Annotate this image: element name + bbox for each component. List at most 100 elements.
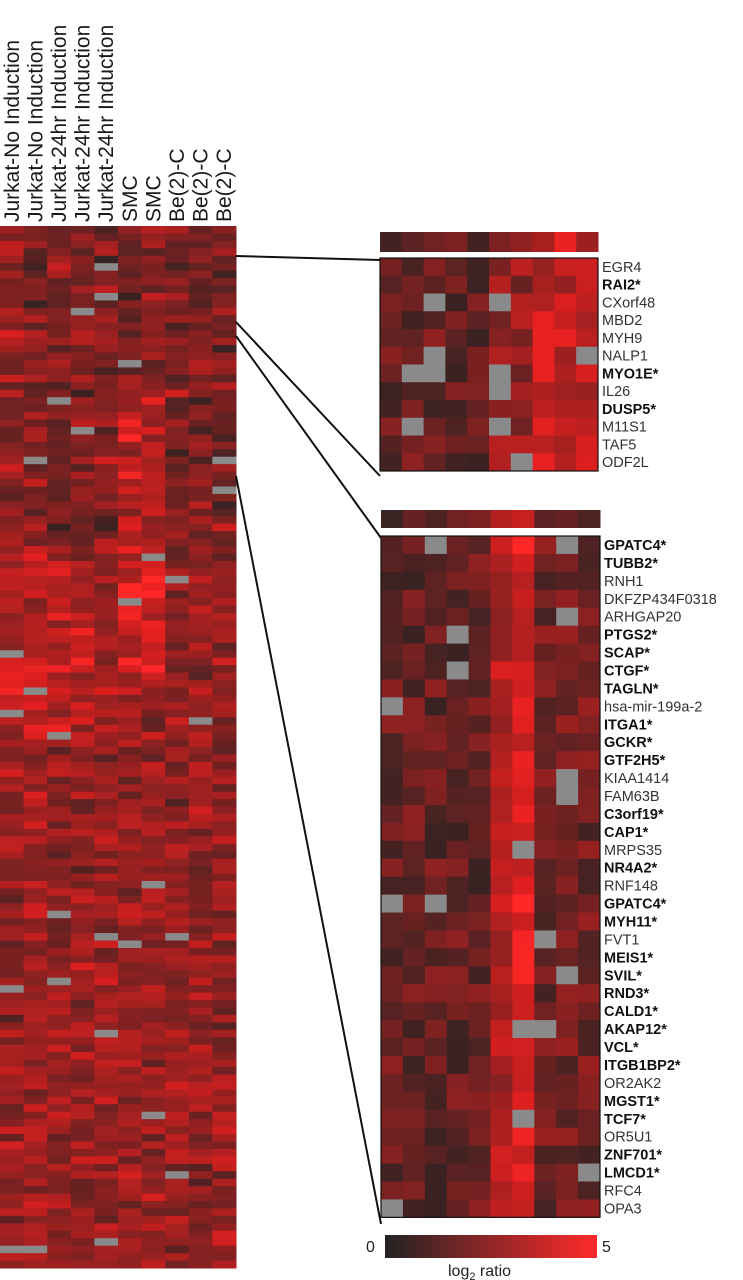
- heatmap-cell: [212, 910, 237, 919]
- heatmap-cell: [212, 1014, 237, 1023]
- heatmap-cell: [0, 1074, 25, 1083]
- heatmap-cell: [467, 275, 490, 294]
- heatmap-cell: [490, 553, 513, 573]
- heatmap-cell: [94, 1223, 119, 1232]
- heatmap-cell: [424, 876, 448, 896]
- gene-label: CXorf48: [602, 295, 655, 311]
- heatmap-cell: [188, 1223, 213, 1232]
- heatmap-cell: [47, 322, 72, 331]
- heatmap-cell: [380, 453, 403, 472]
- heatmap-cell: [23, 680, 48, 688]
- heatmap-cell: [188, 709, 213, 718]
- heatmap-cell: [165, 1029, 190, 1038]
- heatmap-cell: [510, 435, 534, 454]
- heatmap-cell: [141, 523, 166, 532]
- heatmap-cell: [512, 876, 535, 896]
- heatmap-cell: [70, 1230, 95, 1239]
- heatmap-cell: [534, 1199, 557, 1218]
- heatmap-cell: [70, 248, 95, 257]
- heatmap-cell: [402, 876, 426, 896]
- heatmap-cell: [0, 992, 25, 1001]
- heatmap-cell: [532, 417, 555, 436]
- heatmap-cell: [212, 479, 237, 487]
- heatmap-cell: [47, 1074, 72, 1083]
- heatmap-cell: [0, 680, 25, 688]
- heatmap-cell: [0, 955, 25, 964]
- heatmap-cell: [70, 412, 95, 421]
- heatmap-cell: [445, 293, 468, 312]
- heatmap-cell: [23, 1029, 48, 1038]
- heatmap-cell: [489, 400, 512, 419]
- heatmap-cell: [512, 1199, 535, 1218]
- heatmap-cell: [212, 255, 237, 264]
- heatmap-cell: [188, 962, 213, 971]
- heatmap-cell: [165, 717, 190, 726]
- heatmap-cell: [118, 426, 143, 435]
- heatmap-cell: [0, 1186, 25, 1195]
- heatmap-cell: [70, 278, 95, 287]
- heatmap-cell: [165, 613, 190, 621]
- heatmap-cell: [118, 1134, 143, 1142]
- heatmap-cell: [23, 389, 48, 398]
- heatmap-cell: [118, 672, 143, 681]
- heatmap-cell: [165, 955, 190, 964]
- heatmap-cell: [446, 1020, 470, 1039]
- heatmap-cell: [490, 1127, 513, 1147]
- heatmap-cell: [468, 787, 491, 806]
- heatmap-cell: [165, 560, 190, 569]
- gene-label: ODF2L: [602, 455, 649, 471]
- heatmap-cell: [212, 263, 237, 272]
- heatmap-cell: [212, 553, 237, 562]
- heatmap-cell: [188, 702, 213, 711]
- heatmap-cell: [165, 553, 190, 562]
- heatmap-cell: [556, 679, 579, 698]
- heatmap-cell: [118, 1096, 143, 1105]
- heatmap-cell: [188, 843, 213, 852]
- heatmap-cell: [424, 840, 448, 860]
- heatmap-cell: [94, 1029, 119, 1038]
- heatmap-cell: [47, 650, 72, 659]
- heatmap-cell: [188, 665, 213, 674]
- heatmap-cell: [212, 315, 237, 324]
- heatmap-cell: [141, 791, 166, 800]
- heatmap-cell: [212, 598, 237, 607]
- summary-cell: [556, 510, 579, 528]
- heatmap-cell: [0, 1044, 25, 1053]
- heatmap-cell: [578, 966, 601, 985]
- heatmap-cell: [212, 322, 237, 331]
- heatmap-cell: [23, 255, 48, 264]
- heatmap-cell: [118, 382, 143, 391]
- heatmap-cell: [47, 1037, 72, 1046]
- heatmap-cell: [47, 1245, 72, 1254]
- heatmap-cell: [47, 1238, 72, 1247]
- heatmap-cell: [70, 687, 95, 696]
- heatmap-cell: [165, 888, 190, 897]
- heatmap-cell: [381, 1055, 404, 1075]
- heatmap-cell: [381, 751, 404, 770]
- heatmap-cell: [141, 747, 166, 755]
- heatmap-cell: [141, 1014, 166, 1023]
- heatmap-cell: [165, 546, 190, 554]
- heatmap-cell: [165, 1230, 190, 1239]
- heatmap-cell: [70, 598, 95, 607]
- heatmap-cell: [188, 724, 213, 733]
- heatmap-cell: [47, 799, 72, 808]
- heatmap-cell: [118, 248, 143, 257]
- heatmap-cell: [118, 397, 143, 406]
- heatmap-cell: [23, 910, 48, 919]
- heatmap-cell: [94, 992, 119, 1001]
- heatmap-cell: [212, 434, 237, 443]
- heatmap-cell: [47, 516, 72, 525]
- heatmap-cell: [165, 813, 190, 822]
- heatmap-cell: [141, 270, 166, 279]
- heatmap-cell: [118, 1156, 143, 1165]
- heatmap-cell: [188, 747, 213, 755]
- heatmap-cell: [512, 697, 535, 716]
- heatmap-cell: [165, 657, 190, 666]
- heatmap-cell: [118, 828, 143, 837]
- heatmap-cell: [532, 453, 555, 472]
- gene-label: C3orf19*: [604, 807, 664, 823]
- heatmap-cell: [118, 1081, 143, 1090]
